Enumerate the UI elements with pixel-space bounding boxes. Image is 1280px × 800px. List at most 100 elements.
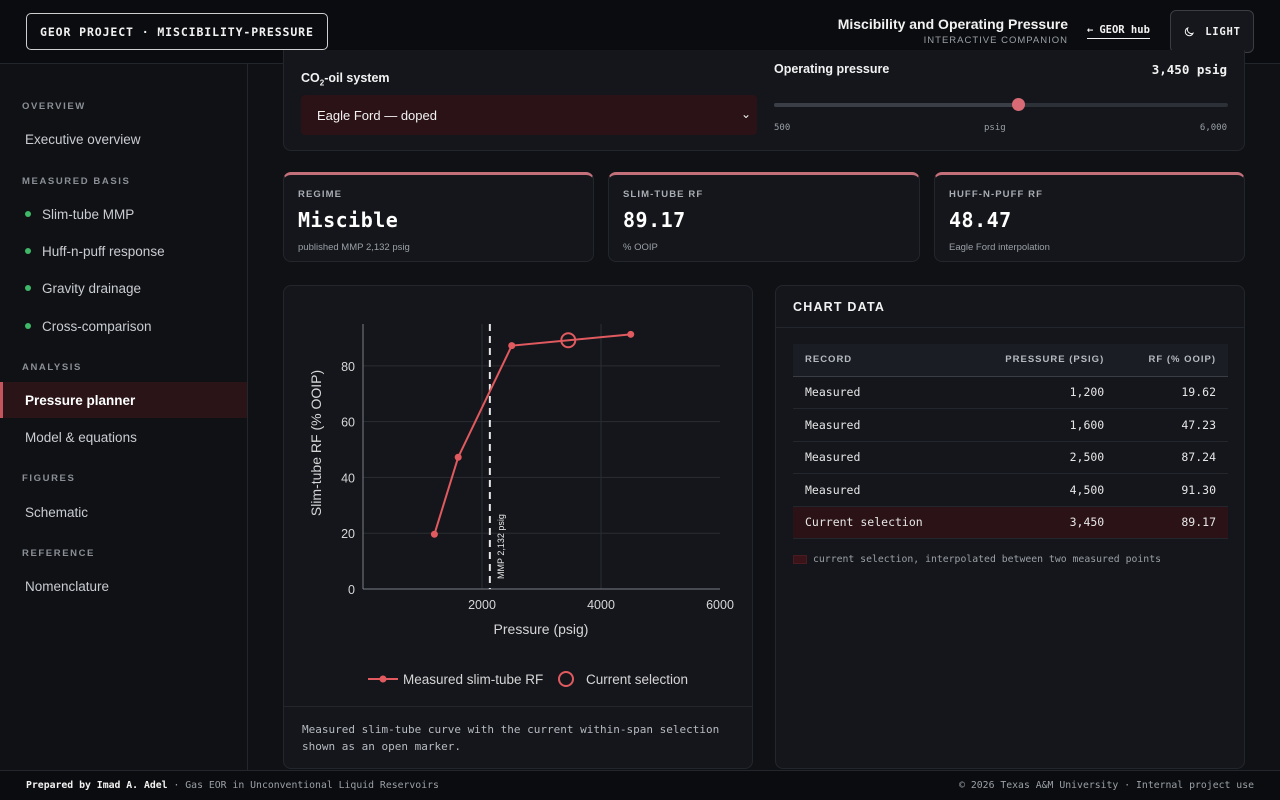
system-label-sub: 2 (319, 78, 325, 88)
footer: Prepared by Imad A. Adel · Gas EOR in Un… (0, 770, 1280, 800)
x-tick-label: 4000 (587, 598, 615, 612)
rf-chart: 0 20 40 60 80 2000 4000 6000 MMP 2,132 psig Pre… (308, 324, 734, 687)
y-tick-label: 20 (341, 527, 355, 541)
selection-legend-text: current selection, interpolated between … (813, 554, 1161, 565)
column-header-pressure[interactable]: PRESSURE (PSIG) (966, 344, 1117, 377)
status-dot-icon (25, 323, 31, 329)
y-tick-label: 40 (341, 471, 355, 485)
slider-min-tick: 500 (774, 123, 791, 133)
footer-author: Imad A. Adel (96, 780, 168, 791)
series-line-measured (433, 333, 631, 535)
system-label-pre: CO (301, 71, 320, 85)
sidebar-item-huff-n-puff[interactable]: Huff-n-puff response (0, 233, 247, 269)
sidebar-item-slim-tube-mmp[interactable]: Slim-tube MMP (0, 196, 247, 232)
selection-swatch-icon (793, 555, 807, 564)
sidebar-item-gravity-drainage[interactable]: Gravity drainage (0, 270, 247, 306)
x-tick-label: 2000 (468, 598, 496, 612)
system-label-post: -oil system (324, 71, 390, 85)
table-header-row: RECORD PRESSURE (PSIG) RF (% OOIP) (793, 344, 1228, 377)
table-row[interactable]: Current selection 3,450 89.17 (793, 506, 1228, 539)
sidebar-item-label: Executive overview (25, 131, 141, 147)
record-cell: Measured (793, 376, 967, 409)
column-header-rf[interactable]: RF (% OOIP) (1116, 344, 1228, 377)
sidebar-section-reference: REFERENCE (22, 548, 95, 559)
sidebar: OVERVIEW Executive overview MEASURED BAS… (0, 64, 248, 770)
footer-author-prefix: Prepared by (26, 780, 91, 791)
system-label: CO2-oil system (301, 71, 390, 88)
sidebar-item-nomenclature[interactable]: Nomenclature (0, 568, 247, 604)
status-dot-icon (25, 211, 31, 217)
legend-label-selection: Current selection (586, 672, 688, 687)
record-cell: Measured (793, 408, 967, 442)
moon-icon (1185, 26, 1195, 36)
chart-caption: Measured slim-tube curve with the curren… (284, 706, 752, 769)
y-axis-label: Slim-tube RF (% OOIP) (308, 370, 324, 516)
sidebar-item-label: Huff-n-puff response (42, 243, 165, 259)
rf-cell: 19.62 (1116, 376, 1228, 409)
pressure-cell: 4,500 (966, 473, 1117, 507)
card-value: 48.47 (949, 208, 1012, 232)
sidebar-item-model-equations[interactable]: Model & equations (0, 419, 247, 455)
hub-link-label: GEOR hub (1099, 24, 1150, 36)
slider-fill (774, 103, 1018, 107)
chart-data-title: CHART DATA (776, 286, 1244, 328)
pressure-cell: 2,500 (966, 441, 1117, 474)
page-title: Miscibility and Operating Pressure (837, 16, 1068, 32)
chart-grid (363, 324, 720, 589)
current-selection-point (560, 332, 577, 349)
theme-toggle-label: LIGHT (1205, 25, 1241, 38)
chart-data-table: RECORD PRESSURE (PSIG) RF (% OOIP) Measu… (793, 344, 1228, 539)
column-header-record[interactable]: RECORD (793, 344, 967, 377)
hub-link[interactable]: ← GEOR hub (1087, 24, 1150, 39)
record-cell: Measured (793, 473, 967, 507)
slider-thumb[interactable] (1011, 98, 1025, 111)
table-row[interactable]: Measured 4,500 91.30 (793, 473, 1228, 507)
system-select[interactable]: Eagle Ford — doped ⌄ (301, 95, 757, 135)
sidebar-item-label: Cross-comparison (42, 318, 152, 334)
chart-panel: 0 20 40 60 80 2000 4000 6000 MMP 2,132 psig Pre… (283, 285, 753, 769)
theme-toggle-button[interactable]: LIGHT (1170, 10, 1254, 53)
sidebar-item-cross-comparison[interactable]: Cross-comparison (0, 308, 247, 344)
pressure-slider[interactable] (774, 98, 1228, 111)
sidebar-item-label: Slim-tube MMP (42, 206, 135, 222)
pressure-cell: 1,600 (966, 408, 1117, 442)
table-row[interactable]: Measured 2,500 87.24 (793, 441, 1228, 474)
table-row[interactable]: Measured 1,200 19.62 (793, 376, 1228, 409)
system-select-value: Eagle Ford — doped (317, 107, 437, 123)
slider-max-tick: 6,000 (1199, 123, 1227, 133)
pressure-label: Operating pressure (774, 62, 890, 76)
sidebar-item-executive-overview[interactable]: Executive overview (0, 121, 247, 157)
chart-legend: Measured slim-tube RF Current selection (368, 671, 688, 687)
sidebar-item-label: Nomenclature (25, 578, 110, 594)
rf-cell: 91.30 (1116, 473, 1228, 507)
project-badge[interactable]: GEOR PROJECT · MISCIBILITY-PRESSURE (26, 13, 328, 50)
sidebar-item-label: Model & equations (25, 429, 137, 445)
y-tick-label: 60 (341, 416, 355, 430)
x-tick-label: 6000 (706, 598, 734, 612)
y-tick-label: 0 (348, 583, 355, 597)
header-titles: Miscibility and Operating Pressure INTER… (838, 16, 1068, 46)
table-row[interactable]: Measured 1,600 47.23 (793, 408, 1228, 442)
x-axis-label: Pressure (psig) (494, 621, 589, 637)
chart-marks: MMP 2,132 psig (430, 324, 635, 589)
data-point (454, 453, 462, 461)
sidebar-item-label: Pressure planner (25, 392, 136, 408)
rf-cell: 89.17 (1116, 506, 1228, 539)
sidebar-section-figures: FIGURES (22, 473, 76, 484)
status-dot-icon (25, 285, 31, 291)
pressure-cell: 3,450 (966, 506, 1117, 539)
chart-axes: 0 20 40 60 80 2000 4000 6000 (341, 324, 734, 612)
card-label: SLIM-TUBE RF (623, 189, 704, 200)
huff-n-puff-rf-card: HUFF-N-PUFF RF 48.47 Eagle Ford interpol… (934, 172, 1245, 262)
record-cell: Current selection (793, 506, 967, 539)
controls-panel: CO2-oil system Eagle Ford — doped ⌄ Oper… (283, 50, 1245, 151)
card-value: Miscible (298, 208, 399, 232)
footer-tagline: · Gas EOR in Unconventional Liquid Reser… (173, 780, 439, 791)
legend-open-circle-icon (558, 671, 574, 687)
legend-dot-icon (379, 675, 387, 683)
sidebar-item-schematic[interactable]: Schematic (0, 494, 247, 530)
card-label: HUFF-N-PUFF RF (949, 189, 1044, 200)
sidebar-item-pressure-planner[interactable]: Pressure planner (0, 382, 247, 418)
page-subtitle: INTERACTIVE COMPANION (923, 35, 1068, 46)
card-note: Eagle Ford interpolation (949, 242, 1050, 253)
